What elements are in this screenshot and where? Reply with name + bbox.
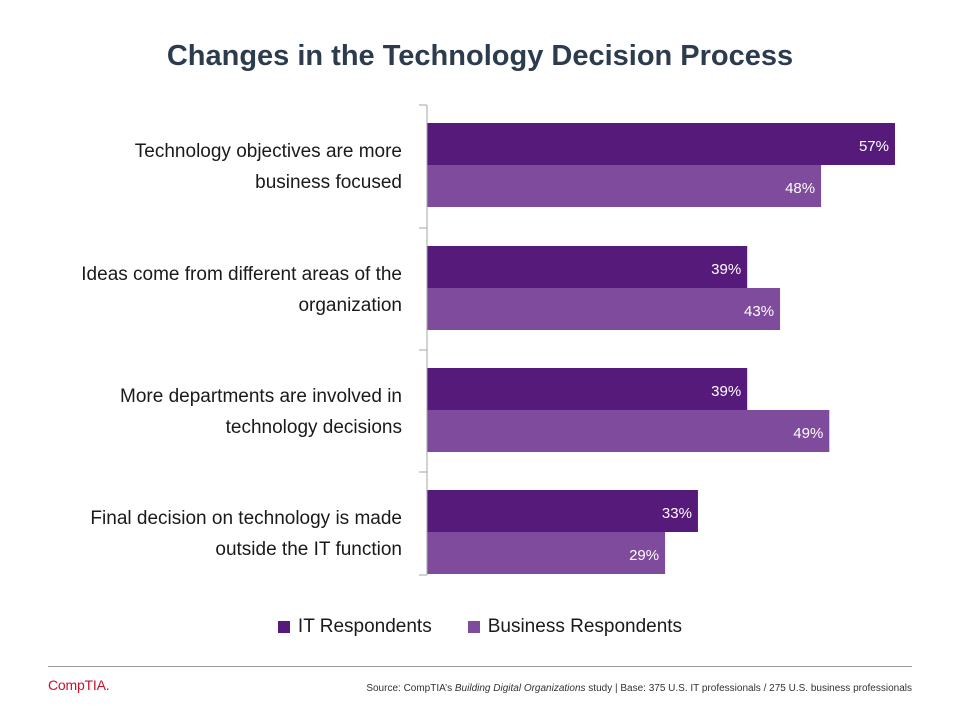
chart-title: Changes in the Technology Decision Proce… (166, 40, 794, 72)
legend-item-business: Business Respondents (467, 616, 683, 638)
value-label-it-3: 33% (662, 505, 692, 522)
value-label-it-2: 39% (711, 383, 741, 400)
legend-swatch-it (277, 621, 290, 633)
value-label-business-2: 49% (793, 425, 823, 442)
value-label-business-0: 48% (785, 180, 815, 197)
legend-label-business: Business Respondents (487, 616, 683, 637)
category-label-3: Final decision on technology is made outs… (90, 508, 402, 560)
value-label-it-0: 57% (859, 138, 889, 155)
source-prefix: Source: CompTIA’s (366, 683, 455, 694)
category-label-2: More departments are involved in technolo… (120, 386, 402, 438)
bar-business-1 (427, 288, 781, 330)
legend-item-it: IT Respondents (277, 616, 432, 638)
source-study: Building Digital Organizations (454, 683, 586, 694)
value-label-business-3: 29% (629, 547, 659, 564)
bar-chart: 57% 39% 39% 33% 48% 43% 49% 29% Technology objec… (81, 104, 895, 576)
bar-it-0 (427, 123, 895, 165)
bar-it-3 (427, 490, 698, 532)
legend: IT Respondents Business Respondents (0, 616, 960, 638)
value-label-business-1: 43% (744, 303, 774, 320)
bar-business-3 (427, 532, 666, 574)
bar-business-0 (427, 165, 822, 207)
source-suffix: study | Base: 375 U.S. IT professionals … (585, 683, 912, 694)
value-label-it-1: 39% (711, 261, 741, 278)
category-label-0: Technology objectives are more business f… (135, 141, 402, 193)
bar-business-2 (427, 410, 830, 452)
bar-it-2 (427, 368, 748, 410)
category-label-1: Ideas come from different areas of the or… (81, 264, 402, 316)
source-note: Source: CompTIA’s Building Digital Organ… (366, 683, 912, 694)
legend-swatch-business (467, 621, 480, 633)
footer-divider (48, 666, 912, 667)
comptia-logo: CompTIA. (48, 677, 110, 693)
legend-label-it: IT Respondents (297, 616, 432, 637)
bar-it-1 (427, 246, 748, 288)
